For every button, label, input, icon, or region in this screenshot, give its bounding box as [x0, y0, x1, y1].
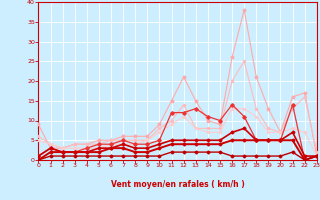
X-axis label: Vent moyen/en rafales ( km/h ): Vent moyen/en rafales ( km/h ): [111, 180, 244, 189]
